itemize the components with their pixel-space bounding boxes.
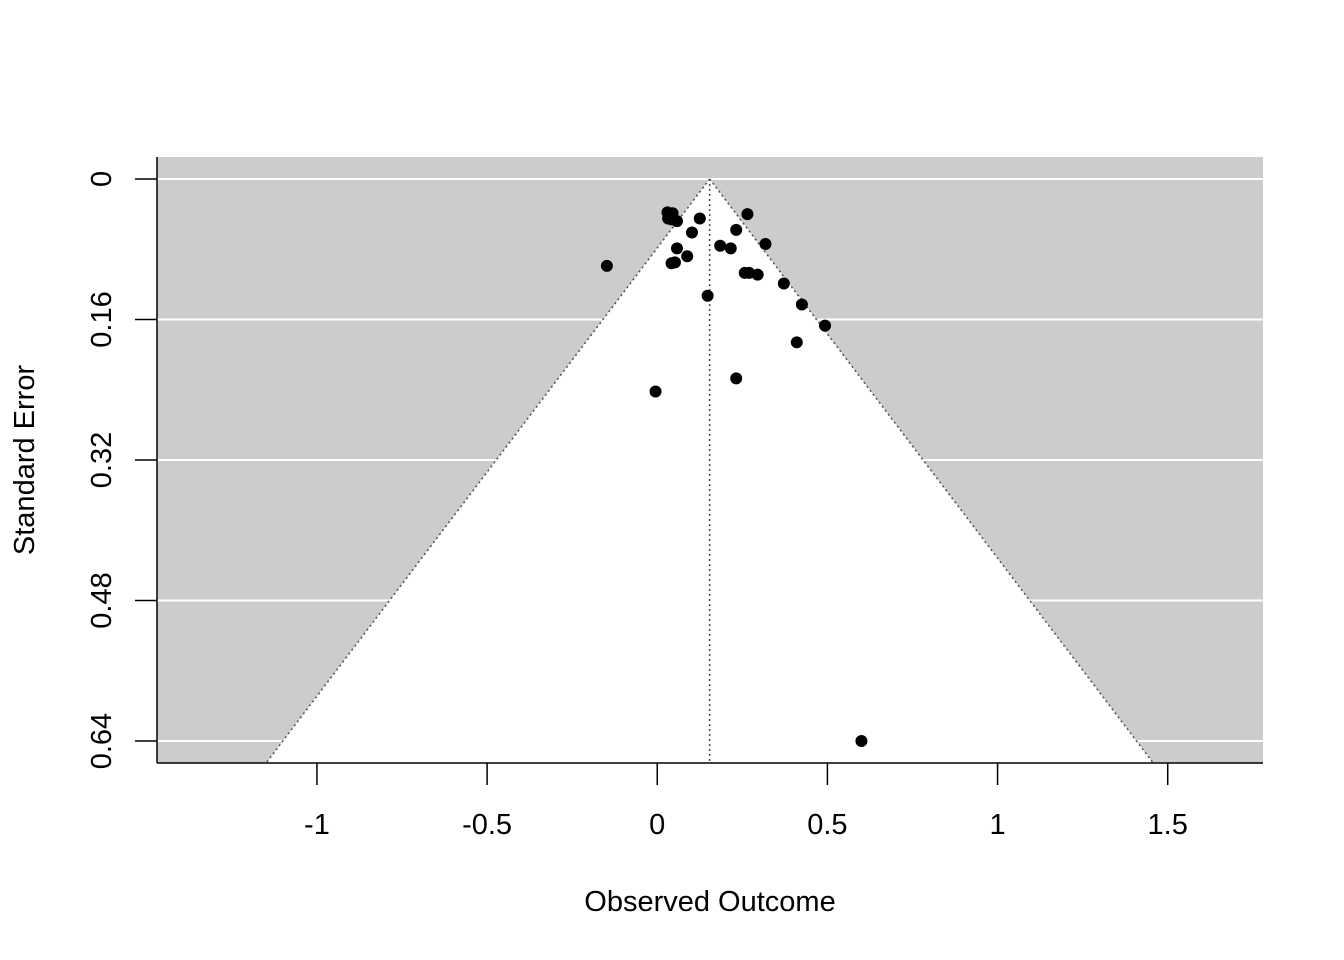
x-tick-label-3: 0.5	[807, 809, 847, 841]
data-point-8	[730, 223, 743, 236]
y-axis: 0 0.16 0.32 0.48 0.64	[86, 157, 158, 769]
data-point-20	[777, 277, 790, 290]
data-point-23	[819, 319, 832, 332]
x-tick-label-1: -0.5	[462, 809, 512, 841]
plot-area	[157, 157, 1263, 763]
data-point-9	[714, 239, 727, 252]
y-tick-label-0: 0	[86, 171, 118, 187]
data-point-6	[741, 208, 754, 221]
data-point-13	[681, 250, 694, 263]
data-point-15	[668, 256, 681, 269]
data-point-25	[730, 372, 743, 385]
x-axis: -1 -0.5 0 0.5 1 1.5	[157, 762, 1263, 841]
y-tick-label-2: 0.32	[86, 432, 118, 488]
data-point-4	[670, 215, 683, 228]
y-tick-label-4: 0.64	[86, 713, 118, 769]
y-axis-title: Standard Error	[9, 365, 41, 556]
data-point-27	[855, 735, 868, 748]
data-point-16	[600, 259, 613, 272]
data-point-5	[693, 212, 706, 225]
x-tick-label-2: 0	[649, 809, 665, 841]
x-tick-label-4: 1	[989, 809, 1005, 841]
x-tick-label-0: -1	[304, 809, 330, 841]
y-tick-label-3: 0.48	[86, 572, 118, 628]
data-point-12	[670, 242, 683, 255]
data-point-11	[759, 237, 772, 250]
data-point-22	[795, 298, 808, 311]
data-point-21	[701, 289, 714, 302]
funnel-region	[266, 178, 1154, 763]
data-point-7	[685, 226, 698, 239]
funnel-left-edge	[265, 178, 711, 763]
funnel-right-edge	[709, 178, 1154, 763]
x-axis-title: Observed Outcome	[584, 886, 835, 918]
data-point-24	[790, 336, 803, 349]
data-point-26	[649, 385, 662, 398]
x-tick-label-5: 1.5	[1148, 809, 1188, 841]
y-tick-label-1: 0.16	[86, 291, 118, 347]
data-point-10	[724, 242, 737, 255]
data-point-19	[751, 268, 764, 281]
